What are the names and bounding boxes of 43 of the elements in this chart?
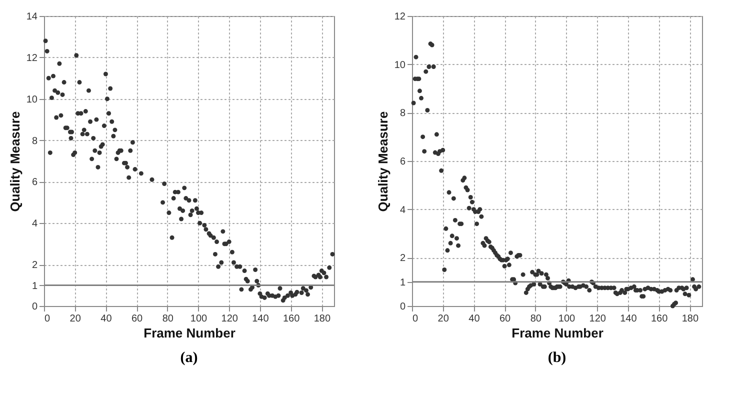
y-tick-label: 4: [400, 204, 406, 216]
x-tick-label: 40: [468, 314, 480, 324]
x-tick-label: 0: [412, 314, 418, 324]
y-tick-label: 1: [32, 280, 38, 292]
y-tick-label: 8: [32, 136, 38, 147]
x-tick-label: 180: [682, 314, 699, 324]
x-tick-label: 0: [44, 314, 50, 324]
y-tick-label: 4: [32, 218, 38, 230]
y-tick-label: 12: [394, 12, 406, 22]
x-tick-label: 120: [221, 314, 238, 324]
x-tick-label: 80: [530, 314, 542, 324]
y-tick-label: 2: [400, 253, 406, 264]
y-tick-label: 0: [32, 302, 38, 312]
y-tick-label: 2: [32, 260, 38, 272]
y-axis-title: Quality Measure: [7, 111, 22, 212]
x-tick-label: 120: [589, 314, 606, 324]
y-tick-label: 10: [26, 94, 38, 106]
x-axis-title: Frame Number: [144, 326, 236, 340]
x-tick-label: 20: [70, 314, 82, 324]
x-tick-label: 140: [252, 314, 270, 324]
x-tick-label: 100: [558, 314, 576, 324]
y-tick-label: 0: [400, 302, 406, 312]
y-tick-label: 1: [400, 277, 406, 288]
y-tick-label: 12: [26, 52, 38, 64]
y-tick-label: 6: [400, 156, 406, 168]
y-tick-label: 6: [32, 177, 38, 188]
x-tick-label: 160: [650, 314, 668, 324]
text: (b): [548, 350, 566, 366]
x-tick-label: 160: [282, 314, 300, 324]
x-tick-label: 40: [100, 314, 112, 324]
x-tick-label: 20: [438, 314, 450, 324]
y-axis-title: Quality Measure: [375, 111, 390, 212]
x-tick-label: 100: [190, 314, 208, 324]
x-tick-label: 140: [620, 314, 638, 324]
y-tick-label: 8: [400, 108, 406, 120]
x-tick-label: 180: [314, 314, 331, 324]
x-tick-label: 60: [131, 314, 144, 324]
y-tick-label: 14: [26, 12, 38, 22]
y-tick-label: 10: [394, 60, 406, 71]
x-tick-label: 60: [499, 314, 512, 324]
x-axis-title: Frame Number: [512, 326, 604, 340]
text: (a): [180, 350, 198, 366]
x-tick-label: 80: [162, 314, 174, 324]
